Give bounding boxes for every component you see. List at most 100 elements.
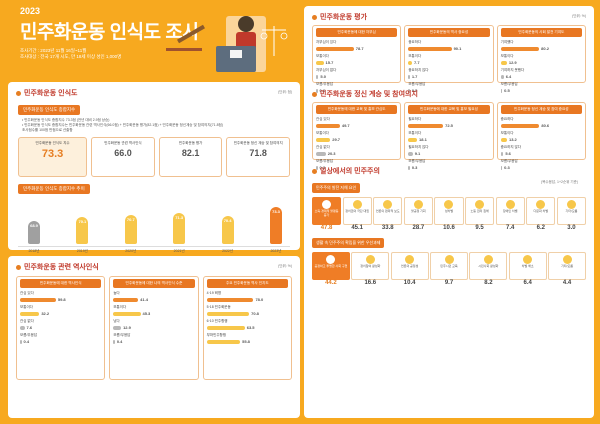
stat-bar-line: 12.9 — [113, 325, 194, 330]
stat-value: 12.9 — [123, 325, 131, 330]
stat-label: 자부심이 없다 — [316, 68, 337, 72]
stat-label: 모름/무응답 — [20, 333, 38, 337]
item-icon — [326, 255, 336, 264]
stat-bar — [408, 74, 410, 79]
evaluation-cards: 민주화운동에 대한 자부심 자부심이 있다 78.7 보통이다 15.7 자부심이 없다 5… — [312, 25, 586, 93]
stat-row: 기여하지 못했다 6.4 — [500, 68, 582, 79]
item-cell: 민주시민 교육 — [430, 252, 468, 280]
stat-value: 18.1 — [419, 137, 427, 142]
box-value: 82.1 — [181, 148, 200, 158]
stat-bar — [408, 60, 413, 65]
stat-card-head: 민주화운동의 역사 중요성 — [408, 28, 490, 37]
stat-bar — [316, 137, 331, 142]
stat-bar — [500, 123, 540, 128]
stat-bar-line: 80.6 — [500, 123, 582, 128]
item-value: 4.4 — [562, 280, 572, 286]
item-label: 성차별 — [444, 209, 454, 213]
index-box-evaluation: 민주화운동 평가 82.1 — [158, 137, 223, 177]
stat-bar-line: 1.7 — [408, 74, 489, 79]
item-icon — [566, 200, 576, 209]
item-value: 6.4 — [523, 280, 532, 286]
stat-value: 1.7 — [411, 74, 418, 79]
item-value: 3.0 — [567, 225, 576, 231]
stat-bar — [408, 46, 452, 51]
item-cell: 다문화 차별 — [526, 197, 556, 225]
history-cards: 민주화운동에 대한 역사인식 관심 있다 59.8 보통이다 32.2 관심 없다 7.6 모… — [16, 276, 292, 380]
stat-label: 중요하지 않다 — [408, 68, 429, 72]
stat-value: 32.2 — [41, 311, 50, 316]
stat-row: 모름/무응답 0.3 — [408, 159, 489, 170]
stat-value: 70.8 — [251, 311, 259, 316]
stat-bar — [20, 297, 56, 302]
stat-bar-line: 29.7 — [316, 137, 397, 142]
stat-value: 45.3 — [142, 311, 151, 316]
section-title-text: 민주화운동 정신 계승 및 참여의지 — [320, 91, 418, 98]
stat-card-head: 민주화운동의 사회 발전 기여도 — [500, 28, 582, 37]
stat-label: 모름/무응답 — [316, 159, 334, 163]
item-icon — [383, 200, 393, 209]
item-label: 기타/모름 — [565, 209, 578, 213]
stat-card-head: 민주화운동에 대한 역사인식 — [20, 279, 102, 288]
item-icon — [405, 255, 415, 264]
box-label: 민주화운동 정신 계승 및 참여의지 — [233, 141, 283, 145]
trend-tag: 민주화운동 인식도 종합지수 추이 — [18, 184, 90, 194]
awareness-panel: 민주화운동 인식도 (단위: 점) 민주화운동 인식도 종합지수 • 민주화운동… — [8, 82, 300, 253]
item-value: 10.6 — [443, 225, 455, 231]
item-icon — [536, 200, 546, 209]
bullet-icon — [16, 264, 21, 270]
box-value: 73.3 — [41, 148, 64, 160]
trend-bulb: 71.3 — [173, 213, 186, 244]
stat-bar-line: 0.3 — [316, 165, 397, 170]
item-icon — [322, 200, 332, 209]
stat-bar-line: 7.6 — [20, 325, 101, 330]
succession-cards: 민주화운동에 대한 교육 및 홍보 관심도 관심 있다 49.7 보통이다 29.7 관심… — [312, 102, 586, 170]
stat-row: 기여했다 80.2 — [500, 40, 582, 51]
stat-bar — [316, 74, 319, 79]
stat-row: 보통이다 15.7 — [316, 54, 397, 65]
note-line: • 민주화운동 인식도 종합지수는 민주화운동 관련 역사인식(66.0점) +… — [22, 123, 223, 127]
stat-row: 필요하다 72.5 — [408, 117, 489, 128]
stat-label: 모름/무응답 — [408, 82, 426, 86]
item-label: 언론의 편파적 보도 — [375, 209, 400, 213]
stat-value: 7.7 — [414, 60, 420, 65]
stat-value: 5.0 — [320, 74, 326, 79]
item-icon — [483, 255, 493, 264]
item-icon — [444, 255, 454, 264]
stat-bar-line: 55.8 — [206, 339, 288, 344]
index-box-total: 민주화운동 인식도 지수 73.3 — [18, 137, 88, 177]
item-label: 언론의 공정성 — [400, 264, 419, 268]
section-title: 일상에서의 민주주의 — [312, 166, 586, 176]
stat-row: 5·18 민주화운동 70.8 — [206, 305, 288, 316]
stat-bar — [316, 123, 340, 128]
stat-row: 보통이다 12.9 — [500, 54, 582, 65]
stat-bar-line: 7.7 — [408, 60, 489, 65]
stat-bar — [20, 339, 22, 344]
stat-label: 관심 없다 — [316, 145, 330, 149]
stat-label: 5·18 민주화운동 — [206, 305, 231, 309]
stat-bar-line: 13.2 — [500, 137, 582, 142]
stat-bar — [500, 88, 503, 93]
stat-card: 민주화운동에 대한 교육 및 홍보 필요성 필요하다 72.5 보통이다 18.1 필요하… — [404, 102, 494, 170]
item-icon — [562, 255, 572, 264]
stat-label: 관심 없다 — [20, 319, 34, 323]
stat-value: 49.7 — [341, 123, 350, 128]
stat-row: 보통이다 32.2 — [20, 305, 101, 316]
stat-bar — [206, 339, 241, 344]
stat-bar — [500, 151, 504, 156]
hindrance-values: 47.8 45.1 33.8 28.7 10.6 9.5 7.4 6.2 3.0 — [312, 225, 586, 231]
stat-value: 72.5 — [445, 123, 453, 128]
stat-bar — [113, 297, 139, 302]
item-label: 정치참여 활성화 — [360, 264, 381, 268]
item-label: 공정하고 투명한 사회 구현 — [314, 264, 348, 268]
item-cell: 언론의 공정성 — [390, 252, 429, 280]
stat-card-head: 민주화운동에 대한 자부심 — [316, 28, 398, 37]
stat-row: 모름/무응답 0.4 — [20, 333, 101, 344]
trend-bulb: 70.7 — [124, 214, 137, 244]
stat-value: 13.2 — [508, 137, 517, 142]
item-icon — [413, 200, 423, 209]
stat-bar-line: 0.3 — [408, 165, 489, 170]
stat-bar-line: 15.7 — [316, 60, 397, 65]
stat-row: 중요하다 90.1 — [408, 40, 489, 51]
stat-label: 보통이다 — [408, 54, 422, 58]
